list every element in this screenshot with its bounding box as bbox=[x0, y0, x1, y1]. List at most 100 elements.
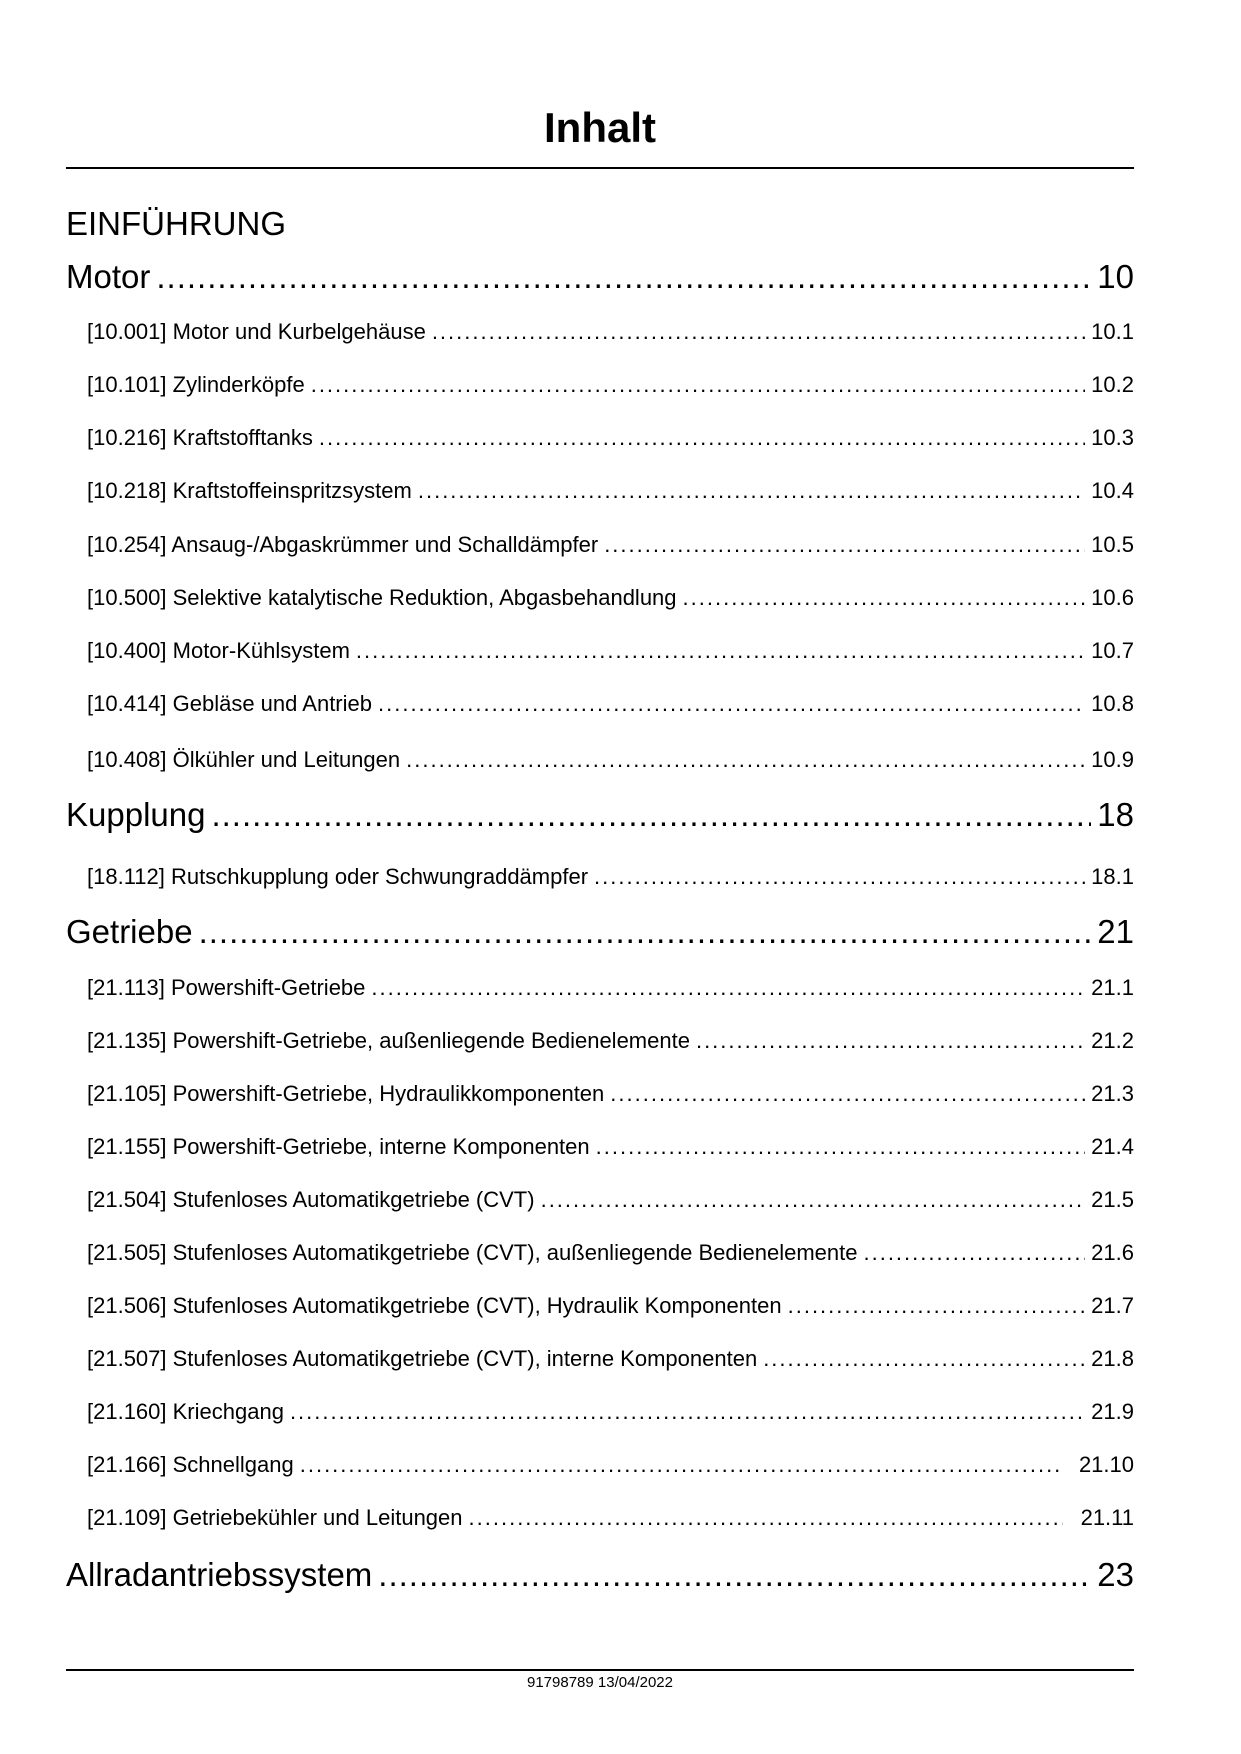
toc-page-number: 21.11 bbox=[1080, 1505, 1134, 1530]
toc-entry[interactable]: [10.218] Kraftstoffeinspritzsystem 10.4 bbox=[87, 478, 1134, 504]
dot-leader bbox=[863, 1240, 1085, 1266]
dot-leader bbox=[696, 1028, 1085, 1054]
toc-label: [10.001] Motor und Kurbelgehäuse bbox=[87, 319, 426, 344]
page-title: Inhalt bbox=[544, 104, 656, 151]
toc-label: [21.135] Powershift-Getriebe, außenliege… bbox=[87, 1028, 690, 1053]
toc-page-number: 21.8 bbox=[1091, 1346, 1134, 1371]
toc-page-number: 10.3 bbox=[1091, 425, 1134, 450]
toc-label: Allradantriebssystem bbox=[66, 1556, 373, 1593]
toc-page-number: 10.1 bbox=[1091, 319, 1134, 344]
toc-page-number: 10 bbox=[1097, 258, 1134, 295]
toc-label: [21.109] Getriebekühler und Leitungen bbox=[87, 1505, 463, 1530]
toc-entry[interactable]: [10.101] Zylinderköpfe 10.2 bbox=[87, 372, 1134, 398]
toc-page-number: 10.2 bbox=[1091, 372, 1134, 397]
toc-page-number: 21.10 bbox=[1078, 1452, 1134, 1477]
footer-rule bbox=[66, 1669, 1134, 1671]
dot-leader bbox=[604, 532, 1085, 558]
toc-label: [10.216] Kraftstofftanks bbox=[87, 425, 313, 450]
dot-leader bbox=[469, 1505, 1063, 1531]
toc-label: [21.105] Powershift-Getriebe, Hydraulikk… bbox=[87, 1081, 605, 1106]
dot-leader bbox=[319, 425, 1085, 451]
toc-label: [21.155] Powershift-Getriebe, interne Ko… bbox=[87, 1134, 590, 1159]
dot-leader bbox=[610, 1081, 1085, 1107]
toc-label: [21.113] Powershift-Getriebe bbox=[87, 975, 366, 1000]
toc-page-number: 21.6 bbox=[1091, 1240, 1134, 1265]
toc-label: Motor bbox=[66, 258, 151, 295]
toc-entry[interactable]: [21.160] Kriechgang 21.9 bbox=[87, 1399, 1134, 1425]
toc-page-number: 21.2 bbox=[1091, 1028, 1134, 1053]
toc-chapter[interactable]: Kupplung 18 bbox=[66, 796, 1134, 834]
toc-page-number: 10.6 bbox=[1091, 585, 1134, 610]
dot-leader bbox=[199, 913, 1092, 951]
toc-entry[interactable]: [10.500] Selektive katalytische Reduktio… bbox=[87, 585, 1134, 611]
dot-leader bbox=[356, 638, 1085, 664]
toc-page-number: 10.9 bbox=[1091, 747, 1134, 772]
dot-leader bbox=[211, 796, 1091, 834]
toc-page-number: 21.1 bbox=[1091, 975, 1134, 1000]
dot-leader bbox=[788, 1293, 1086, 1319]
dot-leader bbox=[683, 585, 1086, 611]
dot-leader bbox=[378, 691, 1085, 717]
toc-entry[interactable]: [21.109] Getriebekühler und Leitungen 21.… bbox=[87, 1505, 1134, 1531]
toc-label: Getriebe bbox=[66, 913, 193, 950]
toc-label: [10.101] Zylinderköpfe bbox=[87, 372, 305, 397]
toc-page-number: 21.9 bbox=[1091, 1399, 1134, 1424]
toc-entry[interactable]: [18.112] Rutschkupplung oder Schwungradd… bbox=[87, 864, 1134, 890]
toc-chapter[interactable]: Allradantriebssystem 23 bbox=[66, 1556, 1134, 1594]
toc-page-number: 21.3 bbox=[1091, 1081, 1134, 1106]
dot-leader bbox=[594, 864, 1085, 890]
toc-entry[interactable]: [10.400] Motor-Kühlsystem 10.7 bbox=[87, 638, 1134, 664]
dot-leader bbox=[371, 975, 1085, 1001]
toc-page-number: 10.5 bbox=[1091, 532, 1134, 557]
toc-label: Kupplung bbox=[66, 796, 206, 833]
toc-label: [21.507] Stufenloses Automatikgetriebe (… bbox=[87, 1346, 758, 1371]
section-heading: EINFÜHRUNG bbox=[66, 205, 286, 242]
toc-entry[interactable]: [21.504] Stufenloses Automatikgetriebe (… bbox=[87, 1187, 1134, 1213]
toc-entry[interactable]: [21.505] Stufenloses Automatikgetriebe (… bbox=[87, 1240, 1134, 1266]
dot-leader bbox=[596, 1134, 1086, 1160]
dot-leader bbox=[311, 372, 1085, 398]
toc-entry[interactable]: [10.254] Ansaug-/Abgaskrümmer und Schall… bbox=[87, 532, 1134, 558]
toc-entry[interactable]: [10.414] Gebläse und Antrieb 10.8 bbox=[87, 691, 1134, 717]
toc-entry[interactable]: [21.166] Schnellgang 21.10 bbox=[87, 1452, 1134, 1478]
toc-label: [21.505] Stufenloses Automatikgetriebe (… bbox=[87, 1240, 858, 1265]
toc-label: [10.218] Kraftstoffeinspritzsystem bbox=[87, 478, 412, 503]
toc-page-number: 21.4 bbox=[1091, 1134, 1134, 1159]
toc-page-number: 21.5 bbox=[1091, 1187, 1134, 1212]
toc-entry[interactable]: [21.506] Stufenloses Automatikgetriebe (… bbox=[87, 1293, 1134, 1319]
toc-entry[interactable]: [10.216] Kraftstofftanks 10.3 bbox=[87, 425, 1134, 451]
toc-entry[interactable]: [10.001] Motor und Kurbelgehäuse 10.1 bbox=[87, 319, 1134, 345]
dot-leader bbox=[406, 747, 1085, 773]
dot-leader bbox=[432, 319, 1085, 345]
toc-label: [10.414] Gebläse und Antrieb bbox=[87, 691, 372, 716]
dot-leader bbox=[156, 258, 1091, 296]
toc-label: [10.254] Ansaug-/Abgaskrümmer und Schall… bbox=[87, 532, 599, 557]
toc-entry[interactable]: [21.135] Powershift-Getriebe, außenliege… bbox=[87, 1028, 1134, 1054]
toc-label: [10.400] Motor-Kühlsystem bbox=[87, 638, 350, 663]
toc-label: [18.112] Rutschkupplung oder Schwungradd… bbox=[87, 864, 589, 889]
dot-leader bbox=[378, 1556, 1091, 1594]
toc-entry[interactable]: [21.507] Stufenloses Automatikgetriebe (… bbox=[87, 1346, 1134, 1372]
toc-page-number: 10.8 bbox=[1091, 691, 1134, 716]
toc-chapter[interactable]: Motor 10 bbox=[66, 258, 1134, 296]
toc-label: [21.160] Kriechgang bbox=[87, 1399, 284, 1424]
header-rule bbox=[66, 167, 1134, 169]
toc-page-number: 10.4 bbox=[1091, 478, 1134, 503]
footer-doc-id: 91798789 13/04/2022 bbox=[527, 1674, 673, 1691]
toc-entry[interactable]: [10.408] Ölkühler und Leitungen 10.9 bbox=[87, 747, 1134, 773]
toc-label: [10.500] Selektive katalytische Reduktio… bbox=[87, 585, 677, 610]
toc-entry[interactable]: [21.113] Powershift-Getriebe 21.1 bbox=[87, 975, 1134, 1001]
dot-leader bbox=[541, 1187, 1086, 1213]
dot-leader bbox=[763, 1346, 1085, 1372]
toc-page-number: 21 bbox=[1097, 913, 1134, 950]
toc-label: [10.408] Ölkühler und Leitungen bbox=[87, 747, 401, 772]
toc-page-number: 18 bbox=[1097, 796, 1134, 833]
dot-leader bbox=[290, 1399, 1085, 1425]
toc-entry[interactable]: [21.155] Powershift-Getriebe, interne Ko… bbox=[87, 1134, 1134, 1160]
toc-chapter[interactable]: Getriebe 21 bbox=[66, 913, 1134, 951]
toc-label: [21.504] Stufenloses Automatikgetriebe (… bbox=[87, 1187, 535, 1212]
dot-leader bbox=[418, 478, 1085, 504]
toc-label: [21.166] Schnellgang bbox=[87, 1452, 294, 1477]
toc-page-number: 18.1 bbox=[1091, 864, 1134, 889]
toc-entry[interactable]: [21.105] Powershift-Getriebe, Hydraulikk… bbox=[87, 1081, 1134, 1107]
